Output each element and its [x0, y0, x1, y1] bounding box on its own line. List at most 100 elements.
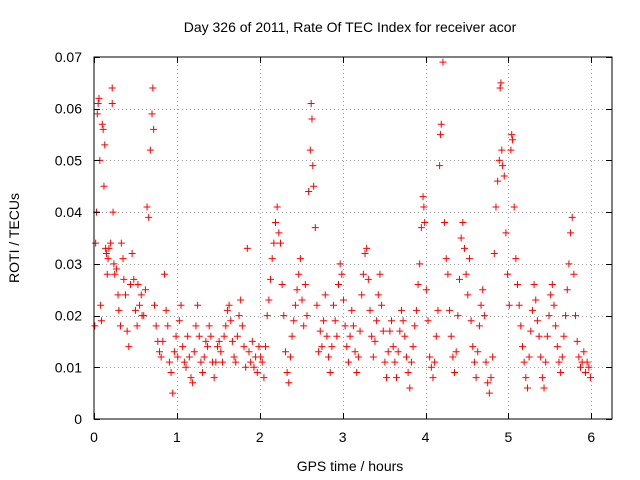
data-point [378, 301, 386, 309]
data-point [479, 286, 487, 294]
data-point [572, 312, 580, 320]
data-point [242, 363, 250, 371]
data-point [532, 296, 540, 304]
data-point [98, 120, 106, 128]
data-point [146, 146, 154, 154]
data-point [397, 306, 405, 314]
data-point [376, 270, 384, 278]
data-point [585, 363, 593, 371]
y-tick-label: 0.05 [55, 152, 82, 168]
data-point [441, 218, 449, 226]
data-point [527, 327, 535, 335]
data-point [500, 172, 508, 180]
data-point [303, 312, 311, 320]
data-point [257, 353, 265, 361]
data-point [404, 368, 412, 376]
data-point [509, 136, 517, 144]
data-point [484, 379, 492, 387]
data-point [358, 291, 366, 299]
data-point [338, 270, 346, 278]
data-point [528, 306, 536, 314]
data-point [401, 332, 409, 340]
data-point [164, 322, 172, 330]
data-point [394, 348, 402, 356]
data-point [109, 208, 117, 216]
data-point [308, 115, 316, 123]
x-tick-label: 5 [505, 429, 513, 445]
data-point [560, 332, 568, 340]
data-point [381, 358, 389, 366]
data-point [515, 301, 523, 309]
data-point [267, 275, 275, 283]
data-point [92, 239, 100, 247]
data-point [409, 343, 417, 351]
data-point [346, 332, 354, 340]
data-point [545, 312, 553, 320]
data-point [487, 374, 495, 382]
data-point [512, 255, 520, 263]
data-point [331, 317, 339, 325]
x-tick-label: 4 [422, 429, 430, 445]
data-point [185, 353, 193, 361]
data-point [575, 353, 583, 361]
data-point [467, 317, 475, 325]
data-point [586, 374, 594, 382]
data-point [336, 260, 344, 268]
data-point [295, 270, 303, 278]
data-point [182, 363, 190, 371]
data-point [179, 343, 187, 351]
data-point [431, 358, 439, 366]
data-point [281, 348, 289, 356]
data-point [119, 255, 127, 263]
data-point [535, 332, 543, 340]
data-point [439, 58, 447, 66]
data-point [363, 244, 371, 252]
data-point [253, 368, 261, 376]
data-point [237, 296, 245, 304]
data-point [205, 322, 213, 330]
data-point [140, 312, 148, 320]
data-point [136, 301, 144, 309]
data-point [353, 368, 361, 376]
data-point [207, 332, 215, 340]
data-point [480, 312, 488, 320]
data-point [457, 234, 465, 242]
data-point [344, 358, 352, 366]
data-point [248, 337, 256, 345]
data-point [195, 332, 203, 340]
data-point [305, 187, 313, 195]
data-point [105, 244, 113, 252]
data-point [470, 358, 478, 366]
data-point [157, 353, 165, 361]
data-point [108, 100, 116, 108]
data-point [354, 353, 362, 361]
data-point [272, 218, 280, 226]
data-point [497, 79, 505, 87]
data-point [557, 368, 565, 376]
data-point [581, 368, 589, 376]
grid-layer [94, 57, 612, 419]
data-point [550, 301, 558, 309]
data-point [192, 322, 200, 330]
data-point [429, 374, 437, 382]
data-point [446, 306, 454, 314]
data-point [489, 353, 497, 361]
data-point [184, 332, 192, 340]
data-point [330, 301, 338, 309]
data-point [217, 348, 225, 356]
y-tick-label: 0.03 [55, 256, 82, 272]
data-point [262, 343, 270, 351]
data-point [223, 306, 231, 314]
data-point [103, 270, 111, 278]
data-point [104, 255, 112, 263]
data-point [310, 182, 318, 190]
data-point [369, 353, 377, 361]
data-point [108, 84, 116, 92]
data-point [449, 353, 457, 361]
data-point [265, 296, 273, 304]
data-point [260, 374, 268, 382]
data-point [258, 358, 266, 366]
data-point [126, 281, 134, 289]
data-point [150, 125, 158, 133]
data-point [117, 239, 125, 247]
